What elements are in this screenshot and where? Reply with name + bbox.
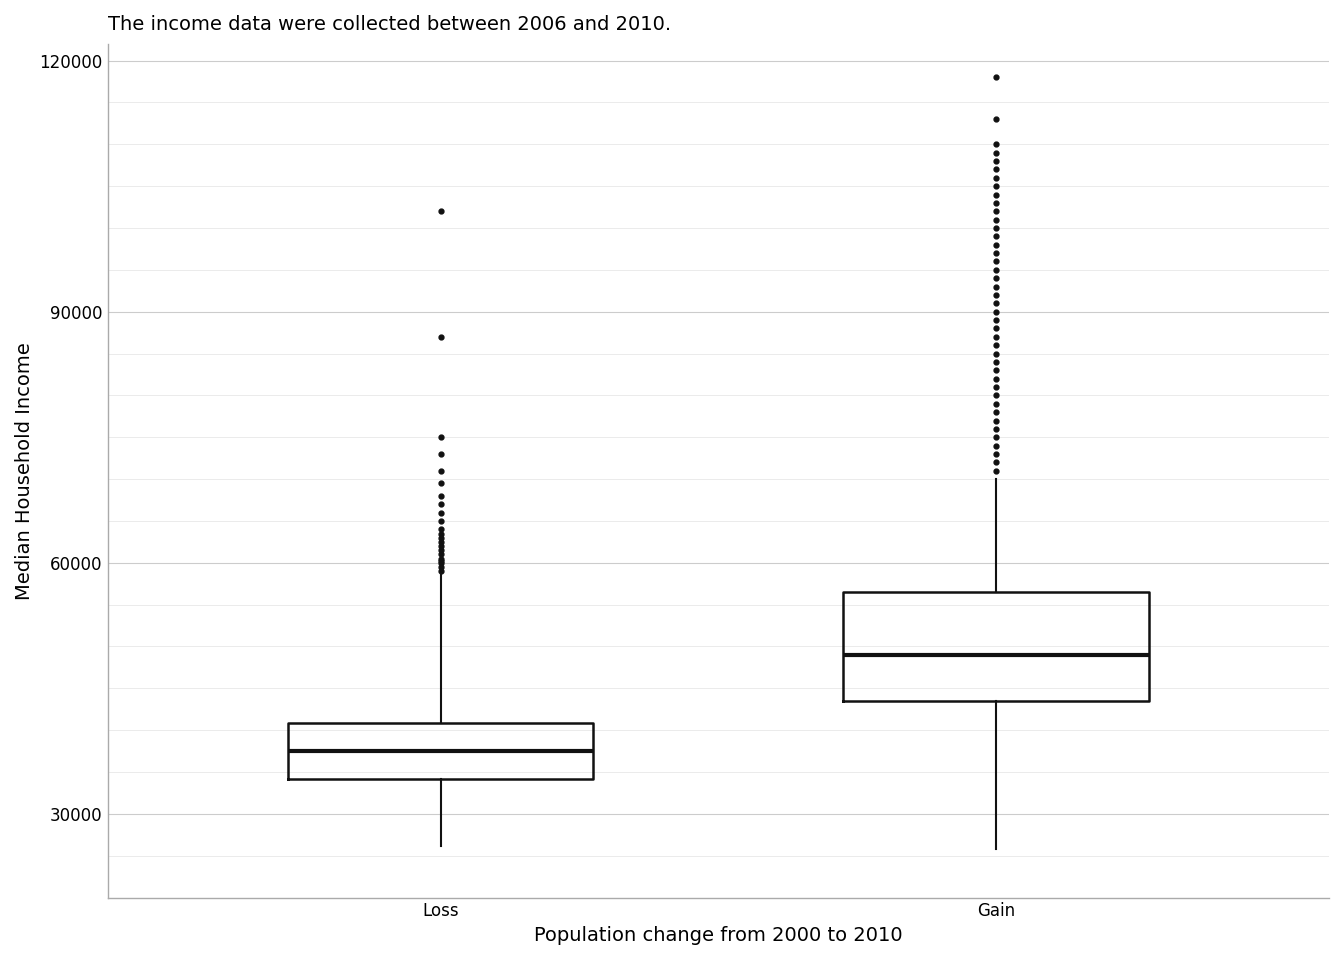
Y-axis label: Median Household Income: Median Household Income [15,342,34,600]
Text: The income data were collected between 2006 and 2010.: The income data were collected between 2… [108,15,671,34]
X-axis label: Population change from 2000 to 2010: Population change from 2000 to 2010 [534,926,903,945]
